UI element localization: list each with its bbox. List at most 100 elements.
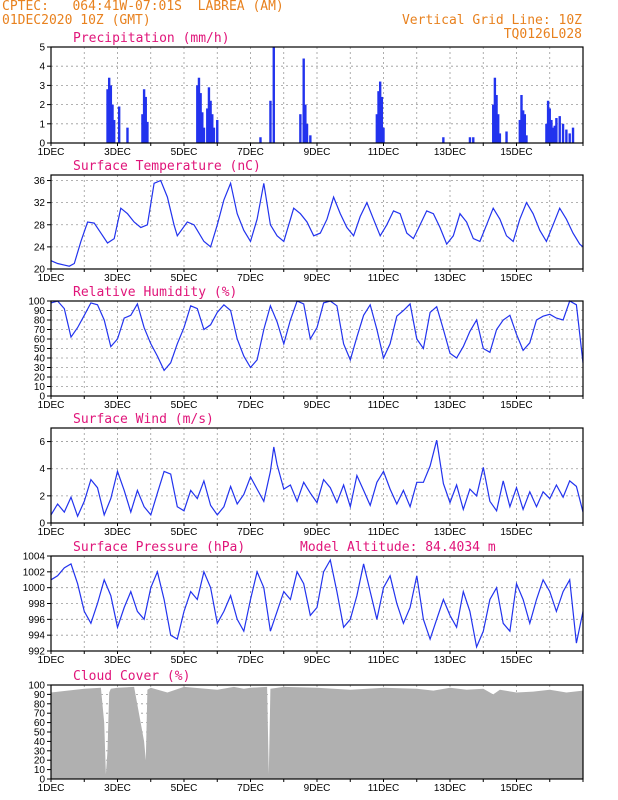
precip-bar	[377, 91, 380, 143]
x-tick-label: 5DEC	[171, 527, 198, 538]
precip-bar	[196, 85, 199, 143]
x-tick-label: 11DEC	[368, 527, 400, 538]
y-tick-label: 90	[34, 690, 46, 701]
precip-bar	[259, 137, 262, 143]
precip-bar	[117, 106, 121, 143]
precip-bar	[304, 104, 307, 143]
x-tick-label: 15DEC	[500, 783, 532, 794]
precip-bar	[380, 96, 384, 143]
precip-bar	[558, 116, 561, 143]
precip-bar	[550, 119, 553, 143]
precip-bar	[207, 87, 211, 143]
precip-bar	[551, 127, 555, 143]
panel-annotation: Model Altitude: 84.4034 m	[300, 540, 496, 555]
panel-title: Relative Humidity (%)	[73, 285, 237, 300]
x-tick-label: 1DEC	[38, 273, 65, 284]
precip-bar	[382, 127, 385, 143]
x-tick-label: 13DEC	[434, 147, 466, 158]
x-tick-label: 15DEC	[500, 273, 532, 284]
x-tick-label: 13DEC	[434, 400, 466, 411]
panel-title: Precipitation (mm/h)	[73, 31, 230, 46]
precip-bar	[518, 119, 522, 143]
y-tick-label: 20	[34, 265, 46, 276]
y-tick-label: 1000	[23, 583, 46, 594]
x-tick-label: 9DEC	[304, 273, 331, 284]
y-tick-label: 30	[34, 746, 46, 757]
x-tick-label: 11DEC	[368, 655, 400, 666]
precip-bar	[546, 100, 550, 143]
y-tick-label: 50	[34, 728, 46, 739]
x-tick-label: 1DEC	[38, 783, 65, 794]
x-tick-label: 1DEC	[38, 400, 65, 411]
y-tick-label: 100	[28, 681, 45, 692]
precip-bar	[299, 114, 302, 143]
panel-title: Surface Wind (m/s)	[73, 412, 214, 427]
x-tick-label: 13DEC	[434, 273, 466, 284]
precip-bar	[272, 47, 275, 143]
precip-bar	[269, 100, 272, 143]
series-line	[50, 300, 584, 372]
y-tick-label: 998	[28, 599, 45, 610]
y-tick-label: 60	[34, 718, 46, 729]
header-model: TQ0126L028	[503, 27, 582, 42]
precip-bar	[495, 95, 498, 143]
header-datetime: 01DEC2020 10Z (GMT)	[2, 13, 151, 28]
precip-bar	[492, 104, 495, 143]
panel-title: Surface Temperature (nC)	[73, 159, 261, 174]
precip-bar	[565, 129, 568, 143]
precip-bar	[553, 125, 556, 143]
precip-bar	[211, 114, 214, 143]
x-tick-label: 7DEC	[237, 400, 264, 411]
y-tick-label: 10	[34, 765, 46, 776]
x-tick-label: 9DEC	[304, 147, 331, 158]
header-grid-note: Vertical Grid Line: 10Z	[401, 13, 582, 28]
x-tick-label: 11DEC	[368, 400, 400, 411]
x-tick-label: 7DEC	[237, 147, 264, 158]
y-tick-label: 3	[39, 81, 45, 92]
precip-bar	[144, 96, 147, 143]
y-tick-label: 996	[28, 615, 45, 626]
precip-bar	[106, 89, 109, 143]
header-station: CPTEC: 064:41W-07:01S LABREA (AM)	[2, 0, 284, 14]
y-tick-label: 10	[34, 382, 46, 393]
x-tick-label: 13DEC	[434, 655, 466, 666]
panel-title: Surface Pressure (hPa)	[73, 540, 245, 555]
x-tick-label: 3DEC	[104, 147, 131, 158]
x-tick-label: 1DEC	[38, 655, 65, 666]
y-tick-label: 1	[39, 119, 45, 130]
precip-bar	[525, 135, 528, 143]
y-tick-label: 28	[34, 220, 46, 231]
precip-bar	[142, 89, 146, 143]
x-tick-label: 7DEC	[237, 527, 264, 538]
x-tick-label: 9DEC	[304, 527, 331, 538]
x-tick-label: 7DEC	[237, 655, 264, 666]
precip-bar	[548, 108, 551, 143]
precip-bar	[146, 121, 149, 143]
x-tick-label: 7DEC	[237, 783, 264, 794]
precip-bar	[126, 127, 129, 143]
precip-bar	[442, 137, 445, 143]
y-tick-label: 70	[34, 709, 46, 720]
y-tick-label: 30	[34, 363, 46, 374]
x-tick-label: 5DEC	[171, 147, 198, 158]
x-tick-label: 3DEC	[104, 400, 131, 411]
y-tick-label: 2	[39, 100, 45, 111]
precip-bar	[109, 85, 113, 143]
precip-bar	[520, 95, 523, 143]
panel-title: Cloud Cover (%)	[73, 669, 190, 684]
x-tick-label: 1DEC	[38, 147, 65, 158]
y-tick-label: 80	[34, 699, 46, 710]
y-tick-label: 0	[39, 392, 45, 403]
precip-bar	[568, 133, 571, 143]
precip-bar	[523, 114, 527, 143]
y-tick-label: 4	[39, 464, 45, 475]
precip-bar	[309, 135, 312, 143]
x-tick-label: 3DEC	[104, 655, 131, 666]
x-tick-label: 5DEC	[171, 655, 198, 666]
y-tick-label: 994	[28, 631, 45, 642]
y-tick-label: 4	[39, 62, 45, 73]
x-tick-label: 15DEC	[500, 400, 532, 411]
y-tick-label: 5	[39, 43, 45, 54]
precip-bar	[545, 123, 548, 143]
